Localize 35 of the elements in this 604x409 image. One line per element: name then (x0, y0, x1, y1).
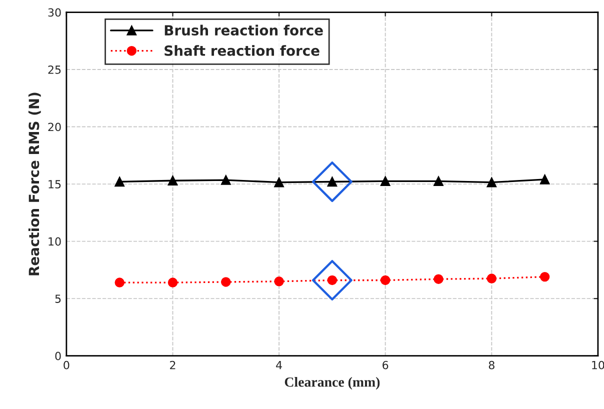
point (312, 260, 352, 300)
point (221, 175, 231, 185)
legend-label: Brush reaction force (164, 24, 323, 36)
point (540, 272, 550, 282)
point (114, 278, 124, 288)
y-tick-label: 0 (55, 352, 61, 360)
point (380, 176, 390, 186)
x-tick-label: 6 (382, 360, 388, 370)
point (380, 275, 390, 286)
point (540, 174, 550, 184)
legend-label: Shaft reaction force (164, 45, 320, 56)
point (434, 176, 444, 186)
y-tick-label: 15 (48, 180, 61, 188)
x-tick-label: 10 (592, 360, 604, 370)
point (168, 176, 178, 186)
y-tick-label: 20 (48, 122, 61, 132)
y-tick-label: 25 (48, 66, 61, 74)
x-tick-label: 4 (276, 361, 282, 370)
point (434, 274, 444, 284)
point (274, 276, 284, 286)
point (312, 162, 352, 202)
point (486, 177, 497, 188)
point (221, 277, 231, 287)
point (168, 278, 178, 288)
point (114, 176, 124, 187)
y-tick-label: 10 (48, 237, 61, 246)
x-tick-label: 8 (488, 360, 494, 370)
y-tick-label: 30 (48, 8, 61, 17)
x-tick-label: 2 (170, 360, 176, 370)
x-axis-title: Clearance (mm) (284, 377, 380, 390)
point (486, 274, 497, 284)
y-axis-title: Reaction Force RMS (N) (28, 92, 41, 276)
x-tick-label: 0 (64, 360, 70, 370)
point (274, 177, 284, 188)
y-tick-label: 5 (55, 294, 61, 303)
